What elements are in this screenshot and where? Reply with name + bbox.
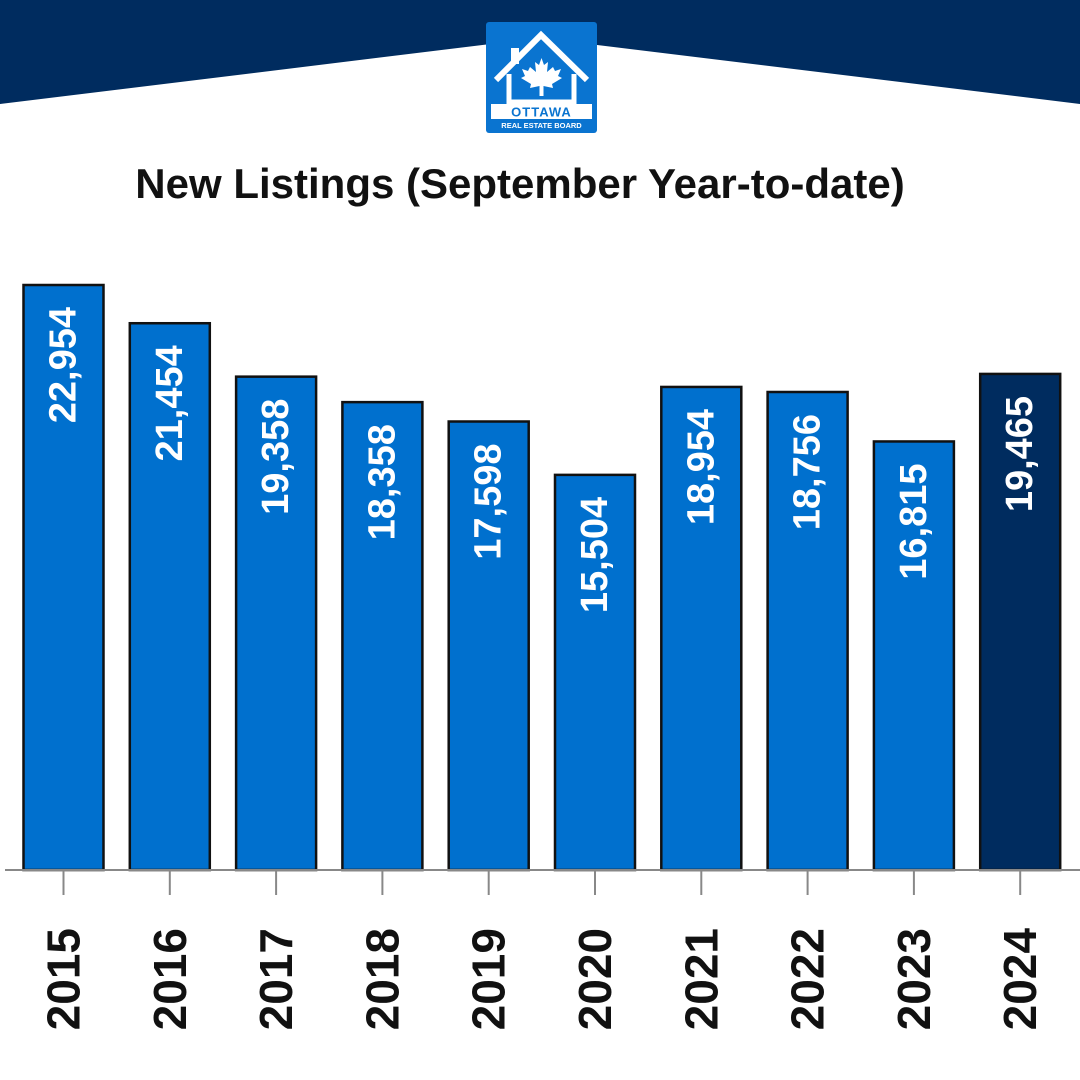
- value-label-2017: 19,358: [255, 399, 297, 515]
- bar-2016: [128, 321, 212, 872]
- bar-2023: [872, 440, 956, 872]
- maple-leaf-icon: [521, 58, 562, 96]
- x-tick-label-2023: 2023: [888, 928, 940, 1030]
- x-tick-label-2020: 2020: [569, 928, 621, 1030]
- value-label-2016: 21,454: [149, 345, 191, 461]
- header-banner: [0, 0, 1080, 104]
- value-label-2021: 18,954: [680, 409, 722, 525]
- x-tick-label-2022: 2022: [782, 928, 834, 1030]
- bar-2024: [978, 372, 1062, 872]
- logo-name: OTTAWA: [511, 105, 572, 120]
- logo-subtitle: REAL ESTATE BOARD: [501, 121, 582, 130]
- value-label-2015: 22,954: [43, 307, 85, 423]
- value-label-2020: 15,504: [574, 497, 616, 613]
- x-tick-label-2021: 2021: [675, 928, 727, 1030]
- x-tick-label-2016: 2016: [144, 928, 196, 1030]
- x-tick-label-2017: 2017: [250, 928, 302, 1030]
- bar-2018: [341, 400, 424, 872]
- bar-2020: [553, 473, 637, 872]
- bar-2021: [660, 385, 743, 872]
- value-label-2018: 18,358: [361, 424, 403, 540]
- chart-title: New Listings (September Year-to-date): [135, 160, 905, 207]
- value-label-2023: 16,815: [893, 463, 935, 579]
- x-tick-label-2019: 2019: [463, 928, 515, 1030]
- bar-2019: [447, 420, 530, 872]
- value-label-2022: 18,756: [787, 414, 829, 530]
- x-tick-label-2018: 2018: [356, 928, 408, 1030]
- bar-2017: [234, 375, 318, 872]
- value-label-2024: 19,465: [999, 396, 1041, 512]
- x-tick-label-2015: 2015: [38, 928, 90, 1030]
- ottawa-real-estate-board-logo: OTTAWA REAL ESTATE BOARD: [486, 22, 597, 133]
- x-tick-label-2024: 2024: [994, 928, 1046, 1031]
- value-label-2019: 17,598: [468, 444, 510, 560]
